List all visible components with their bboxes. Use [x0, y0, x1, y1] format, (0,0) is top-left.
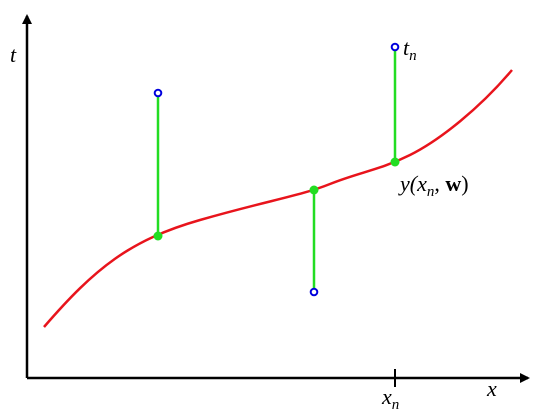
regression-curve [43, 69, 513, 328]
label-part: y(x [398, 171, 427, 196]
target-label: tn [403, 35, 417, 64]
target-point [153, 88, 163, 98]
predicted-point [309, 185, 319, 195]
label-subscript: n [392, 397, 400, 413]
label-base: x [381, 384, 392, 409]
predicted-point [153, 231, 163, 241]
y-axis-label: t [10, 42, 17, 67]
x-tick-label: xn [381, 384, 399, 413]
label-part: , [434, 171, 445, 196]
label-part: ) [461, 171, 468, 196]
predicted-point [390, 157, 400, 167]
label-base: t [403, 35, 410, 60]
label-subscript: n [409, 48, 417, 64]
label-subscript: n [427, 184, 435, 200]
x-axis-label: x [486, 376, 497, 401]
prediction-label: y(xn, w) [398, 171, 469, 200]
label-part: w [445, 171, 461, 196]
target-point [309, 287, 319, 297]
target-point [390, 42, 400, 52]
